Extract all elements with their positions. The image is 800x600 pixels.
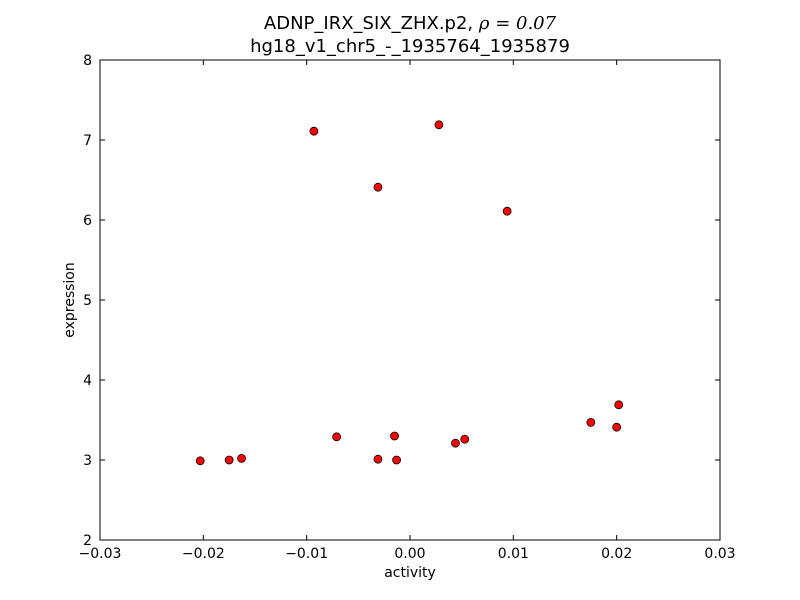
y-tick-label: 7	[83, 133, 92, 149]
data-point	[586, 417, 596, 427]
x-tick-label: 0.00	[394, 546, 425, 562]
x-tick-label: 0.01	[498, 546, 529, 562]
axis-ticks: −0.03 −0.02 −0.01 0.00 0.01 0.02 0.03 2 3 4 5 6 7 8	[79, 53, 736, 562]
y-tick-label: 4	[83, 373, 92, 389]
x-tick-label: 0.03	[704, 546, 735, 562]
data-point	[612, 422, 622, 432]
x-tick-label: −0.01	[285, 546, 328, 562]
data-point	[309, 126, 319, 136]
chart-title-prefix: ADNP_IRX_SIX_ZHX.p2,	[264, 13, 479, 34]
data-points	[195, 120, 624, 466]
data-point	[390, 431, 399, 441]
data-point	[434, 120, 444, 130]
x-axis-label: activity	[384, 565, 436, 581]
x-tick-label: 0.02	[601, 546, 632, 562]
plot-area-frame	[99, 59, 721, 541]
y-tick-label: 3	[83, 453, 92, 469]
chart-title-rho-symbol: ρ	[478, 13, 490, 34]
y-tick-label: 2	[83, 533, 92, 549]
data-point	[502, 206, 512, 216]
y-axis-label: expression	[62, 262, 78, 338]
data-point	[614, 400, 624, 410]
data-point	[392, 455, 401, 465]
data-point	[195, 456, 205, 466]
data-point	[460, 434, 470, 444]
data-point	[332, 432, 342, 442]
data-point	[373, 454, 383, 464]
y-tick-label: 6	[83, 213, 92, 229]
x-tick-label: −0.02	[182, 546, 225, 562]
data-point	[224, 455, 234, 465]
data-point	[373, 182, 383, 192]
data-point	[237, 453, 246, 463]
y-tick-label: 8	[83, 53, 92, 69]
data-point	[451, 438, 460, 448]
x-tick-label: −0.03	[79, 546, 122, 562]
chart-title-line2: hg18_v1_chr5_-_1935764_1935879	[250, 36, 570, 57]
chart-title-rho-value: = 0.07	[489, 13, 556, 34]
chart-title-line1: ADNP_IRX_SIX_ZHX.p2, ρ = 0.07	[264, 13, 557, 34]
y-tick-label: 5	[83, 293, 92, 309]
